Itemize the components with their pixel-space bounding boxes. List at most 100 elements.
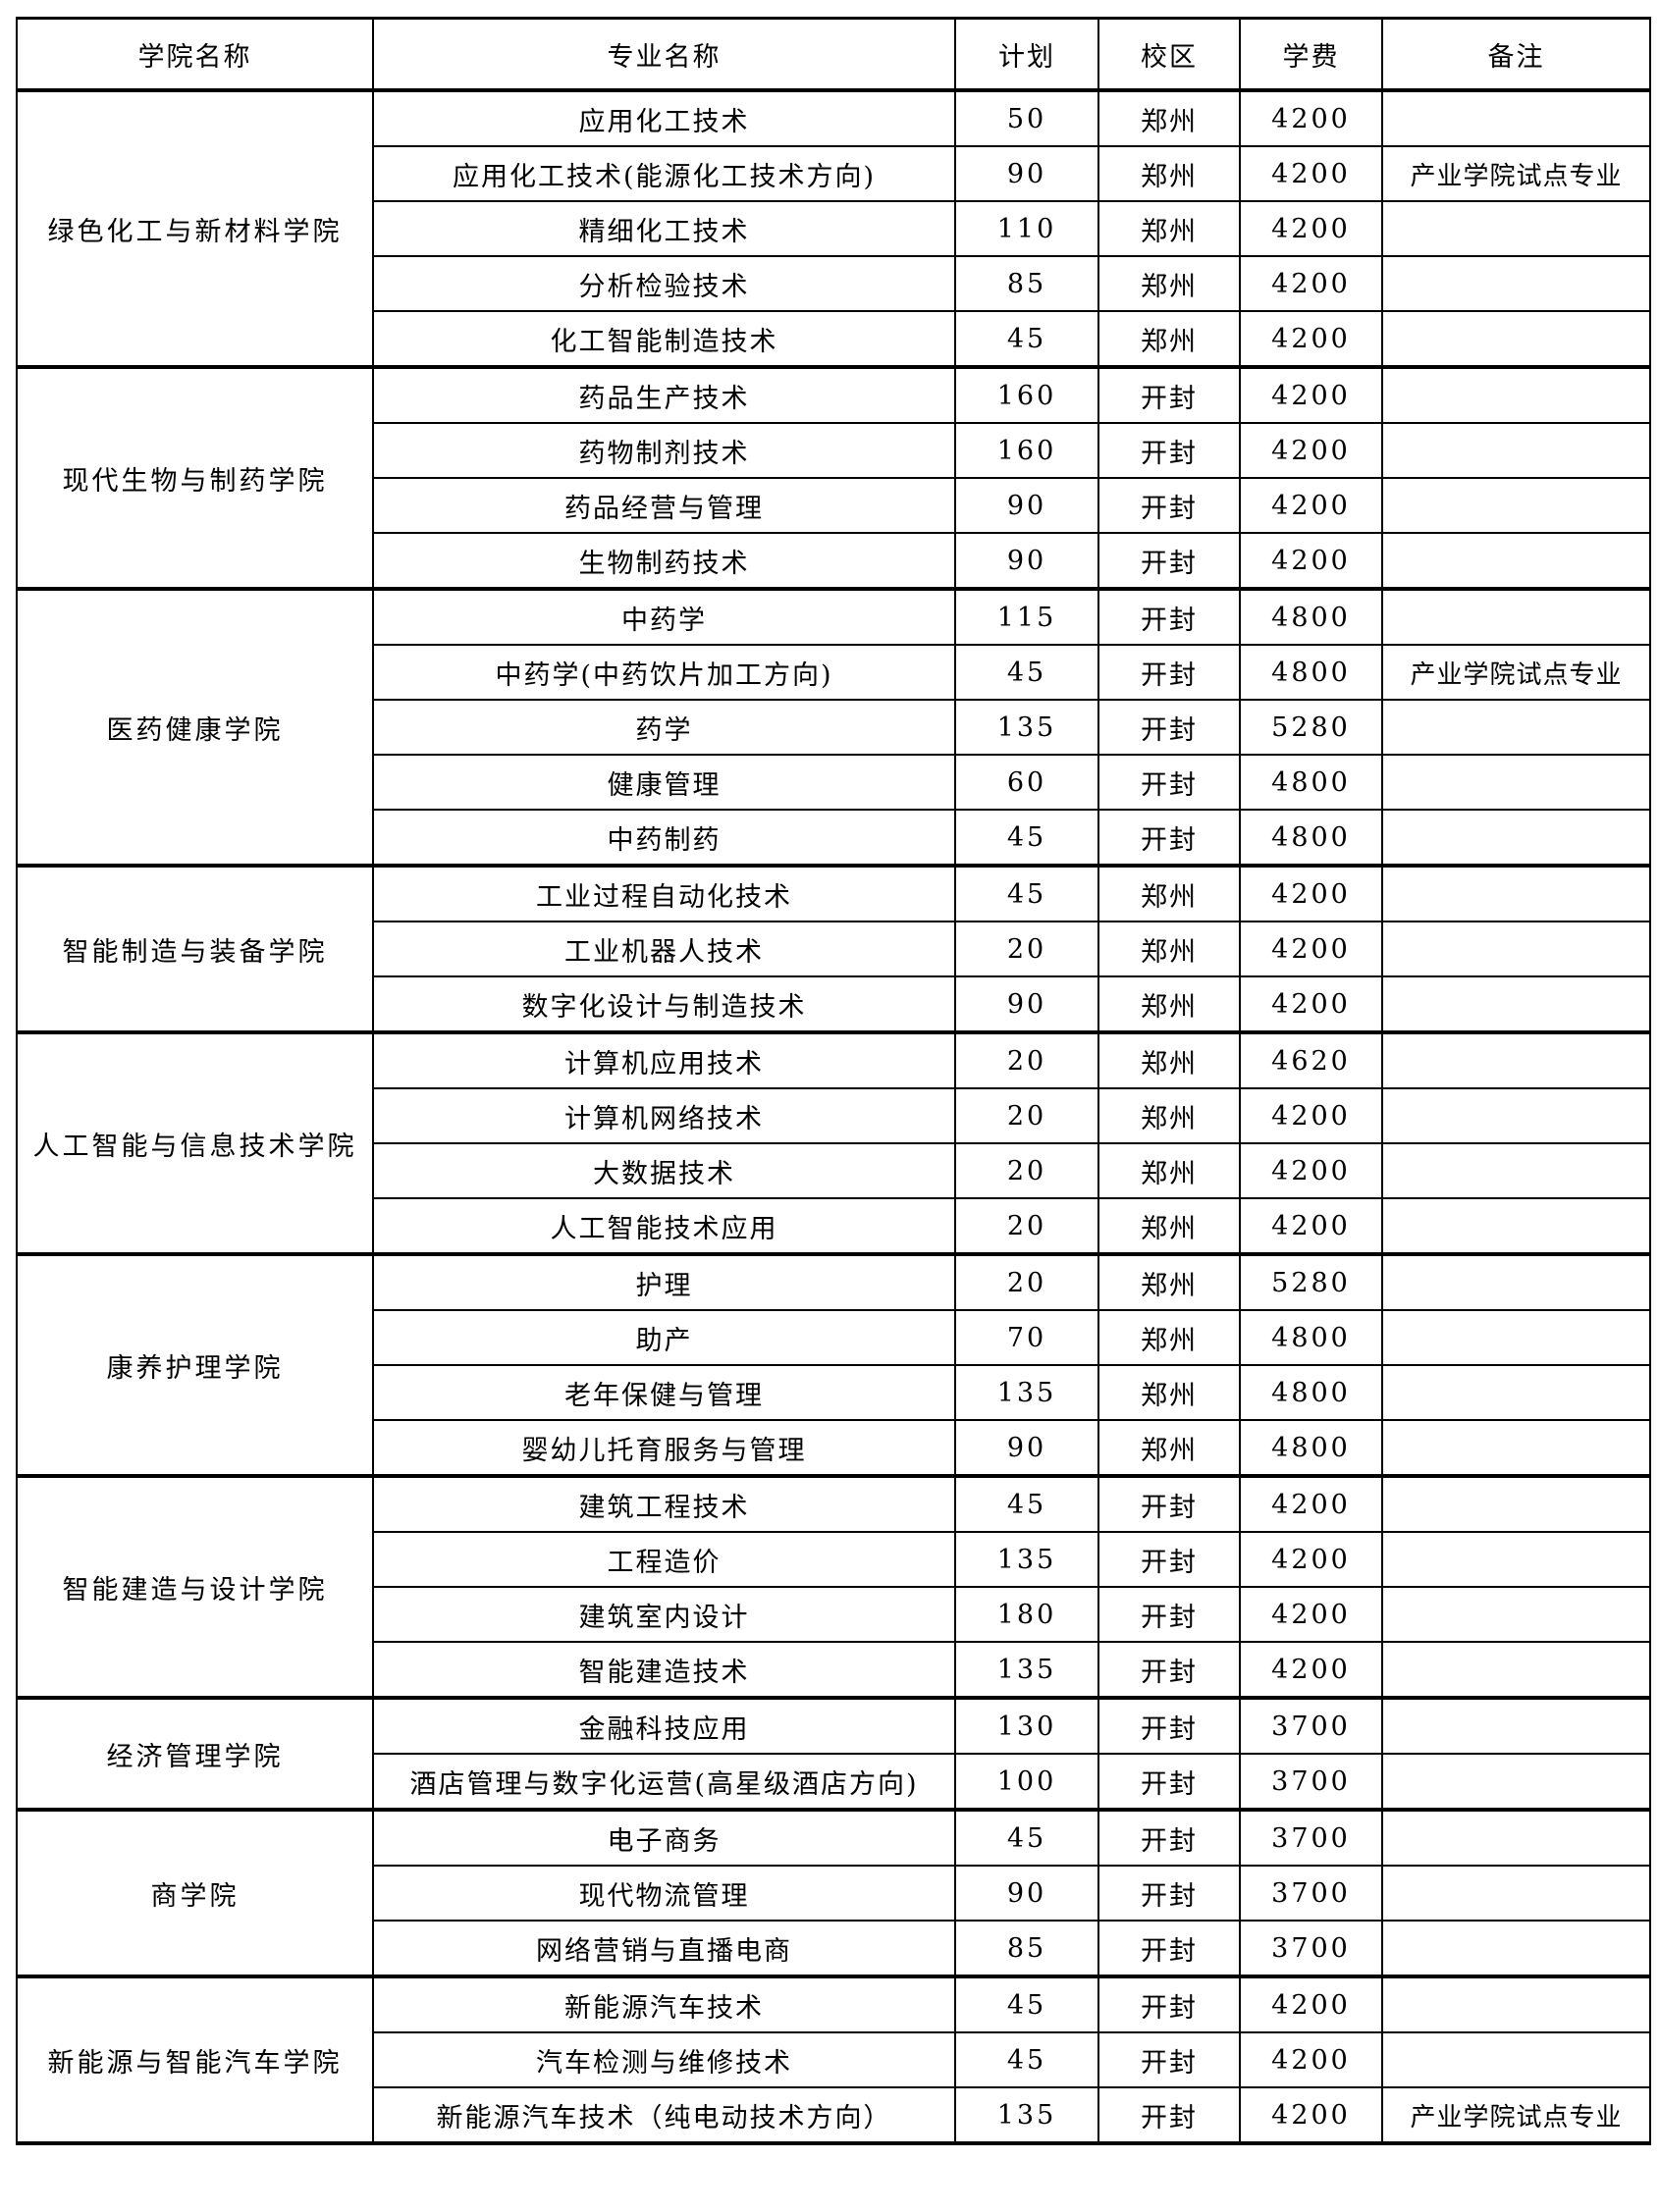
table-row: 智能建造技术 135 开封 4200 (17, 1641, 1651, 1699)
campus-cell: 郑州 (1097, 1364, 1241, 1421)
plan-cell: 70 (954, 1309, 1099, 1366)
major-cell: 数字化设计与制造技术 (372, 975, 956, 1033)
fee-cell: 4800 (1239, 1419, 1383, 1477)
fee-cell: 4200 (1239, 310, 1383, 368)
note-cell (1381, 1030, 1651, 1089)
college-name-cell: 医药健康学院 (16, 587, 374, 867)
fee-cell: 3700 (1239, 1808, 1383, 1867)
note-cell: 产业学院试点专业 (1381, 644, 1651, 701)
fee-cell: 4200 (1239, 1474, 1383, 1533)
plan-cell: 45 (954, 310, 1099, 368)
note-cell (1381, 1087, 1651, 1144)
note-cell (1381, 477, 1651, 534)
campus-cell: 开封 (1097, 1975, 1241, 2033)
table-row: 新能源汽车技术（纯电动技术方向） 135 开封 4200 产业学院试点专业 (17, 2086, 1651, 2145)
note-cell (1381, 1474, 1651, 1533)
campus-cell: 郑州 (1097, 1309, 1241, 1366)
note-cell (1381, 255, 1651, 312)
plan-cell: 135 (954, 699, 1099, 756)
major-cell: 新能源汽车技术（纯电动技术方向） (372, 2086, 956, 2145)
campus-cell: 开封 (1097, 1474, 1241, 1533)
note-cell (1381, 1309, 1651, 1366)
plan-cell: 45 (954, 2031, 1099, 2088)
fee-cell: 4200 (1239, 88, 1383, 147)
college-name-cell: 现代生物与制药学院 (16, 365, 374, 590)
note-cell (1381, 754, 1651, 811)
plan-cell: 90 (954, 145, 1099, 202)
campus-cell: 开封 (1097, 1920, 1241, 1977)
major-cell: 人工智能技术应用 (372, 1197, 956, 1255)
note-cell (1381, 864, 1651, 922)
major-cell: 化工智能制造技术 (372, 310, 956, 368)
campus-cell: 开封 (1097, 1641, 1241, 1699)
college-name-cell: 康养护理学院 (16, 1252, 374, 1477)
note-cell (1381, 200, 1651, 257)
campus-cell: 郑州 (1097, 88, 1241, 147)
fee-cell: 4200 (1239, 1087, 1383, 1144)
note-cell (1381, 532, 1651, 590)
plan-cell: 20 (954, 921, 1099, 977)
major-cell: 新能源汽车技术 (372, 1975, 956, 2033)
note-cell (1381, 1252, 1651, 1311)
campus-cell: 开封 (1097, 1865, 1241, 1922)
header-major: 专业名称 (372, 17, 956, 92)
table-row: 药物制剂技术 160 开封 4200 (17, 422, 1651, 479)
campus-cell: 郑州 (1097, 255, 1241, 312)
plan-cell: 135 (954, 1531, 1099, 1588)
note-cell: 产业学院试点专业 (1381, 2086, 1651, 2145)
plan-cell: 90 (954, 532, 1099, 590)
campus-cell: 郑州 (1097, 921, 1241, 977)
plan-cell: 115 (954, 587, 1099, 646)
campus-cell: 郑州 (1097, 864, 1241, 922)
note-cell (1381, 1531, 1651, 1588)
campus-cell: 郑州 (1097, 200, 1241, 257)
fee-cell: 4800 (1239, 644, 1383, 701)
fee-cell: 4800 (1239, 1309, 1383, 1366)
table-row: 智能建造与设计学院 建筑工程技术 45 开封 4200 (16, 1474, 1651, 1699)
fee-cell: 4200 (1239, 1531, 1383, 1588)
note-cell (1381, 1808, 1651, 1867)
campus-cell: 开封 (1097, 754, 1241, 811)
major-cell: 生物制药技术 (372, 532, 956, 590)
plan-cell: 45 (954, 864, 1099, 922)
plan-cell: 20 (954, 1030, 1099, 1089)
fee-cell: 4200 (1239, 864, 1383, 922)
table-row: 网络营销与直播电商 85 开封 3700 (17, 1920, 1651, 1977)
plan-cell: 135 (954, 1364, 1099, 1421)
table-row: 绿色化工与新材料学院 应用化工技术 50 郑州 4200 (16, 88, 1651, 368)
enrollment-plan-table: 学院名称 专业名称 计划 校区 学费 备注 绿色化工与新材料学院 应用化工技术 50… (16, 17, 1651, 2145)
plan-cell: 85 (954, 1920, 1099, 1977)
campus-cell: 郑州 (1097, 310, 1241, 368)
table-row: 建筑室内设计 180 开封 4200 (17, 1586, 1651, 1643)
major-cell: 现代物流管理 (372, 1865, 956, 1922)
fee-cell: 3700 (1239, 1920, 1383, 1977)
note-cell (1381, 1364, 1651, 1421)
note-cell (1381, 1419, 1651, 1477)
college-name-cell: 人工智能与信息技术学院 (16, 1030, 374, 1255)
college-name-cell: 商学院 (16, 1808, 374, 1977)
fee-cell: 4200 (1239, 975, 1383, 1033)
major-cell: 建筑工程技术 (372, 1474, 956, 1533)
plan-cell: 85 (954, 255, 1099, 312)
fee-cell: 4200 (1239, 1586, 1383, 1643)
note-cell (1381, 1641, 1651, 1699)
campus-cell: 开封 (1097, 1753, 1241, 1811)
campus-cell: 郑州 (1097, 1087, 1241, 1144)
note-cell: 产业学院试点专业 (1381, 145, 1651, 202)
major-cell: 金融科技应用 (372, 1696, 956, 1755)
campus-cell: 开封 (1097, 644, 1241, 701)
campus-cell: 开封 (1097, 477, 1241, 534)
campus-cell: 开封 (1097, 1696, 1241, 1755)
note-cell (1381, 975, 1651, 1033)
campus-cell: 开封 (1097, 365, 1241, 424)
fee-cell: 4800 (1239, 1364, 1383, 1421)
fee-cell: 4200 (1239, 365, 1383, 424)
note-cell (1381, 1696, 1651, 1755)
table-row: 大数据技术 20 郑州 4200 (17, 1142, 1651, 1199)
plan-cell: 90 (954, 1419, 1099, 1477)
campus-cell: 开封 (1097, 587, 1241, 646)
college-name-cell: 智能建造与设计学院 (16, 1474, 374, 1699)
plan-cell: 180 (954, 1586, 1099, 1643)
major-cell: 网络营销与直播电商 (372, 1920, 956, 1977)
note-cell (1381, 2031, 1651, 2088)
